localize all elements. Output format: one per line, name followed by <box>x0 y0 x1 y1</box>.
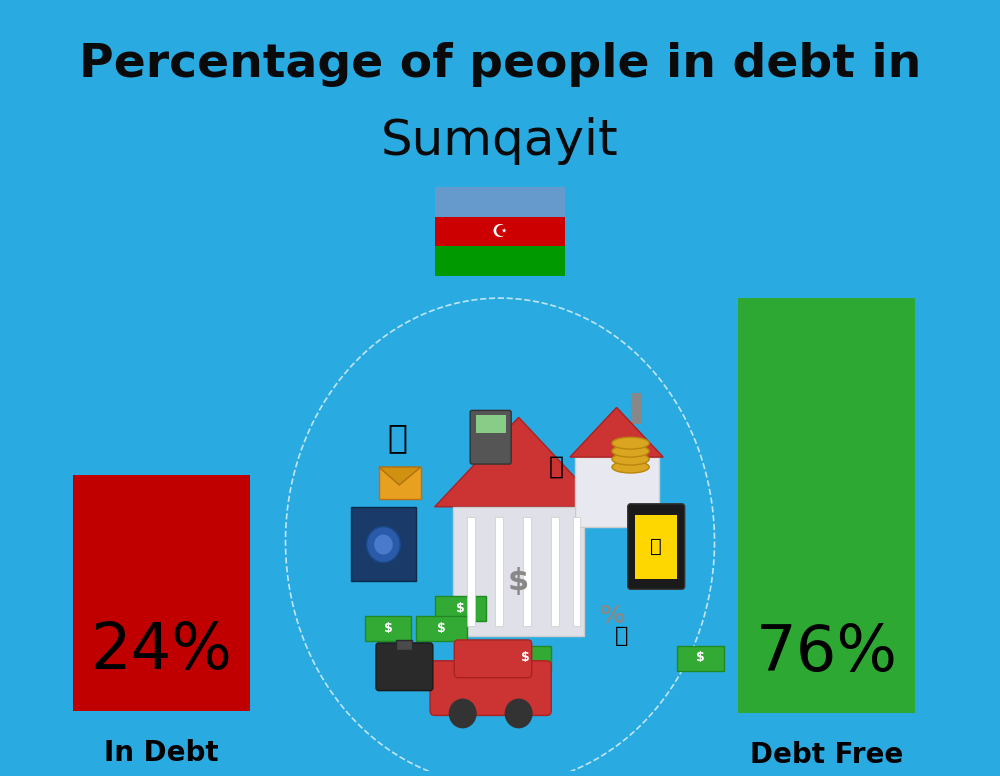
Circle shape <box>367 527 400 563</box>
Text: %: % <box>599 604 624 628</box>
Text: Sumqayit: Sumqayit <box>381 117 619 165</box>
Bar <box>435 596 486 621</box>
Bar <box>677 646 724 670</box>
Text: $: $ <box>437 622 446 635</box>
Bar <box>73 475 250 712</box>
Bar <box>495 517 503 626</box>
Polygon shape <box>570 407 663 457</box>
Bar <box>467 517 475 626</box>
Polygon shape <box>435 417 603 507</box>
Text: Percentage of people in debt in: Percentage of people in debt in <box>79 42 921 87</box>
Text: $: $ <box>384 622 392 635</box>
Text: $: $ <box>696 651 705 664</box>
Text: 🦅: 🦅 <box>387 421 407 454</box>
FancyBboxPatch shape <box>430 661 551 715</box>
Text: Debt Free: Debt Free <box>750 741 903 769</box>
FancyBboxPatch shape <box>628 504 685 589</box>
Text: In Debt: In Debt <box>104 740 219 767</box>
Ellipse shape <box>612 445 649 457</box>
Text: $: $ <box>521 651 530 664</box>
Ellipse shape <box>612 437 649 449</box>
Text: ☪: ☪ <box>492 223 508 241</box>
FancyBboxPatch shape <box>376 643 433 691</box>
Bar <box>635 514 677 580</box>
Bar <box>365 616 411 641</box>
Bar <box>631 393 642 424</box>
FancyBboxPatch shape <box>454 640 532 677</box>
Text: $: $ <box>508 566 529 596</box>
Bar <box>435 247 565 276</box>
Bar <box>523 517 531 626</box>
Bar <box>476 415 506 433</box>
Circle shape <box>449 698 477 729</box>
FancyBboxPatch shape <box>470 411 511 464</box>
Text: 🔒: 🔒 <box>615 626 628 646</box>
Bar <box>738 298 915 713</box>
Bar <box>416 616 467 641</box>
Text: 76%: 76% <box>755 622 897 684</box>
Ellipse shape <box>612 453 649 465</box>
Text: 🎓: 🎓 <box>645 535 672 578</box>
Bar <box>396 640 412 650</box>
Text: 🔑: 🔑 <box>548 455 563 479</box>
Text: 24%: 24% <box>91 620 232 681</box>
FancyBboxPatch shape <box>379 467 421 499</box>
Text: 🏦: 🏦 <box>650 537 662 556</box>
Polygon shape <box>379 467 421 485</box>
Bar <box>351 507 416 581</box>
Circle shape <box>505 698 533 729</box>
Bar <box>573 517 580 626</box>
Text: $: $ <box>456 601 464 615</box>
Circle shape <box>374 535 393 555</box>
Bar <box>575 457 659 527</box>
Bar <box>453 507 584 636</box>
Bar <box>435 217 565 247</box>
Bar <box>551 517 559 626</box>
Bar <box>435 187 565 217</box>
Bar <box>500 646 551 670</box>
Ellipse shape <box>612 461 649 473</box>
